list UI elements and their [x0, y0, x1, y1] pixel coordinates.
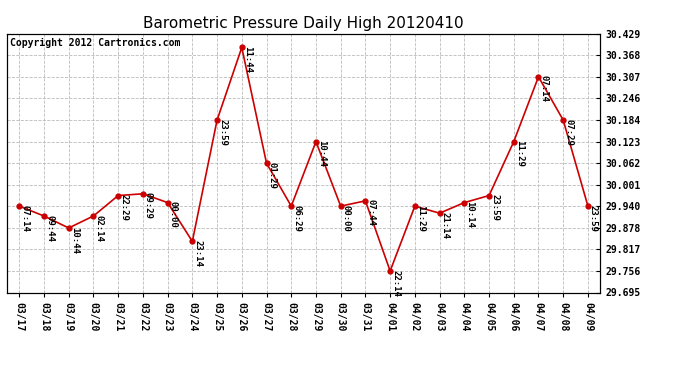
- Text: 23:59: 23:59: [589, 205, 598, 232]
- Text: 11:29: 11:29: [515, 140, 524, 167]
- Title: Barometric Pressure Daily High 20120410: Barometric Pressure Daily High 20120410: [144, 16, 464, 31]
- Text: 10:44: 10:44: [70, 226, 79, 254]
- Text: 23:59: 23:59: [218, 119, 227, 146]
- Text: 02:14: 02:14: [95, 214, 103, 242]
- Text: 07:14: 07:14: [540, 75, 549, 102]
- Text: 07:29: 07:29: [564, 119, 573, 146]
- Text: 00:00: 00:00: [342, 205, 351, 232]
- Text: 09:29: 09:29: [144, 192, 153, 219]
- Text: 11:44: 11:44: [243, 46, 252, 73]
- Text: 07:14: 07:14: [20, 205, 29, 232]
- Text: 23:14: 23:14: [193, 240, 202, 267]
- Text: 07:44: 07:44: [366, 200, 375, 226]
- Text: 11:29: 11:29: [416, 205, 425, 232]
- Text: 22:29: 22:29: [119, 194, 128, 221]
- Text: 22:14: 22:14: [391, 270, 400, 297]
- Text: 10:44: 10:44: [317, 140, 326, 167]
- Text: 01:29: 01:29: [268, 162, 277, 189]
- Text: 00:00: 00:00: [168, 201, 177, 228]
- Text: 06:29: 06:29: [293, 205, 302, 232]
- Text: 10:14: 10:14: [465, 201, 474, 228]
- Text: 23:59: 23:59: [490, 194, 499, 221]
- Text: 09:44: 09:44: [45, 214, 54, 242]
- Text: 21:14: 21:14: [441, 212, 450, 238]
- Text: Copyright 2012 Cartronics.com: Copyright 2012 Cartronics.com: [10, 38, 180, 48]
